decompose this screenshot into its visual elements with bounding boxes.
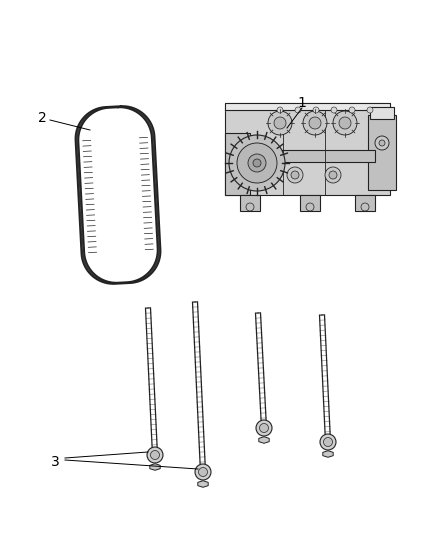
Polygon shape — [225, 103, 390, 110]
Bar — [225, 133, 250, 195]
Polygon shape — [198, 481, 208, 487]
Circle shape — [274, 117, 286, 129]
Circle shape — [329, 171, 337, 179]
Text: 1: 1 — [297, 96, 307, 110]
Bar — [355, 195, 375, 211]
Circle shape — [349, 107, 355, 113]
Circle shape — [151, 450, 159, 459]
Polygon shape — [150, 464, 160, 470]
Circle shape — [248, 154, 266, 172]
Circle shape — [195, 464, 211, 480]
Circle shape — [313, 107, 319, 113]
Circle shape — [229, 135, 285, 191]
Text: 2: 2 — [38, 111, 46, 125]
Circle shape — [246, 203, 254, 211]
Bar — [370, 107, 394, 119]
Circle shape — [331, 107, 337, 113]
Circle shape — [333, 111, 357, 135]
Bar — [368, 115, 396, 190]
Circle shape — [325, 167, 341, 183]
Circle shape — [259, 424, 268, 432]
Circle shape — [256, 420, 272, 436]
Circle shape — [324, 438, 332, 447]
Circle shape — [291, 171, 299, 179]
Circle shape — [237, 143, 277, 183]
Circle shape — [339, 117, 351, 129]
Circle shape — [375, 136, 389, 150]
Circle shape — [277, 107, 283, 113]
Circle shape — [198, 467, 208, 477]
Polygon shape — [259, 437, 269, 443]
Bar — [240, 195, 260, 211]
Circle shape — [303, 111, 327, 135]
Circle shape — [268, 111, 292, 135]
Text: 3: 3 — [51, 455, 60, 469]
Circle shape — [295, 107, 301, 113]
Circle shape — [379, 140, 385, 146]
Circle shape — [320, 434, 336, 450]
Circle shape — [309, 117, 321, 129]
Circle shape — [306, 203, 314, 211]
Bar — [225, 110, 390, 195]
Circle shape — [361, 203, 369, 211]
Circle shape — [147, 447, 163, 463]
Bar — [280, 150, 375, 162]
Circle shape — [367, 107, 373, 113]
Bar — [300, 195, 320, 211]
Circle shape — [287, 167, 303, 183]
Polygon shape — [323, 451, 333, 457]
Circle shape — [253, 159, 261, 167]
